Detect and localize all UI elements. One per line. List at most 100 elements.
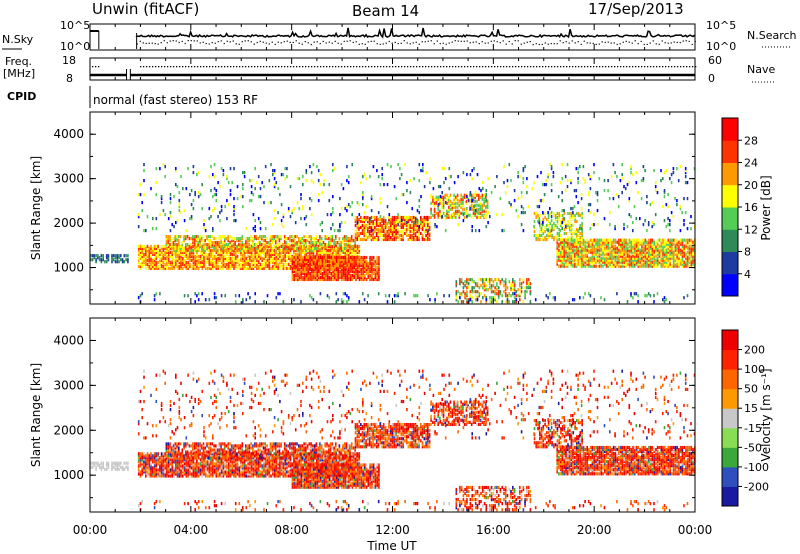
power-cell [458, 211, 461, 215]
power-cell [105, 260, 108, 264]
power-cell [323, 259, 325, 264]
noise-search-dot [559, 40, 561, 42]
noise-search-dot [277, 41, 279, 43]
power-cell [416, 225, 418, 230]
nave-dot [503, 66, 505, 68]
nave-dot [389, 66, 391, 68]
power-cell [572, 256, 574, 260]
power-cell [246, 245, 249, 249]
power-cell [375, 231, 378, 236]
power-cell [328, 255, 331, 260]
nave-dot [233, 66, 235, 68]
power-cell [416, 223, 418, 228]
power-cell [213, 247, 215, 251]
power-cell [390, 235, 392, 240]
power-cell [371, 275, 373, 280]
power-cell [176, 254, 179, 258]
power-cell [253, 235, 256, 239]
power-cell [537, 235, 539, 240]
power-cell [335, 261, 338, 266]
power-cell [250, 264, 253, 268]
power-cell [404, 227, 406, 232]
power-cell [400, 233, 403, 238]
power-cell [232, 249, 235, 253]
power-cell [173, 195, 175, 199]
power-cell [648, 252, 650, 256]
power-cell [222, 245, 224, 249]
power-cell [609, 256, 611, 260]
power-cell [326, 252, 329, 256]
power-cell [249, 248, 251, 252]
power-cell [582, 262, 585, 266]
power-cell [227, 239, 229, 243]
power-cell [139, 264, 142, 268]
power-cell [282, 243, 284, 247]
power-cell [644, 244, 647, 248]
power-cell [395, 227, 397, 232]
power-cell [183, 219, 186, 223]
power-cell [649, 264, 652, 268]
power-cell [574, 213, 576, 218]
power-cell [150, 248, 152, 252]
power-cell [435, 199, 438, 203]
power-cell [273, 209, 276, 213]
power-cell [217, 264, 219, 268]
power-cell [570, 246, 573, 250]
power-cell [257, 241, 259, 245]
power-cell [295, 261, 297, 266]
power-cell [348, 277, 350, 282]
power-cell [676, 256, 678, 260]
power-cell [305, 267, 308, 272]
power-cell [371, 257, 373, 262]
power-cell [371, 263, 373, 268]
power-cell [510, 294, 512, 298]
power-cell [222, 249, 224, 253]
power-cell [286, 175, 288, 179]
power-cell [300, 261, 303, 266]
power-cell [278, 239, 281, 243]
power-cell [148, 256, 151, 260]
power-cell [527, 278, 530, 282]
power-cell [259, 254, 262, 258]
power-cell [234, 252, 237, 256]
power-cell [208, 175, 211, 179]
power-cell [175, 167, 177, 171]
power-cell [210, 215, 212, 219]
power-cell [582, 248, 585, 252]
power-cell [611, 258, 613, 262]
power-cell [300, 273, 303, 278]
power-cell [425, 235, 427, 240]
power-cell [354, 243, 356, 247]
power-cell [404, 217, 406, 222]
power-cell [589, 256, 592, 260]
power-cell [137, 264, 140, 268]
power-cell [337, 252, 339, 256]
power-cell [390, 229, 392, 234]
power-cell [586, 250, 588, 254]
power-cell [596, 256, 599, 260]
power-cell [414, 223, 417, 228]
power-cell [481, 203, 484, 207]
power-cell [427, 235, 429, 240]
power-cell [310, 237, 312, 241]
power-cell [561, 244, 564, 248]
power-cell [621, 250, 624, 254]
power-cell [423, 223, 426, 228]
power-cell [305, 269, 308, 274]
power-cell [192, 252, 195, 256]
power-cell [178, 264, 181, 268]
power-cell [432, 201, 434, 205]
power-cell [247, 260, 249, 264]
power-cell [252, 241, 254, 245]
power-cell [692, 252, 694, 256]
power-cell [190, 189, 193, 193]
power-cell [164, 175, 166, 179]
power-cell [404, 223, 406, 228]
power-cell [648, 244, 650, 248]
power-cell [634, 264, 636, 268]
power-cell [588, 246, 590, 250]
power-cell [264, 243, 266, 247]
power-cell [167, 241, 169, 245]
nave-dot [371, 66, 373, 68]
power-cell [316, 263, 318, 268]
